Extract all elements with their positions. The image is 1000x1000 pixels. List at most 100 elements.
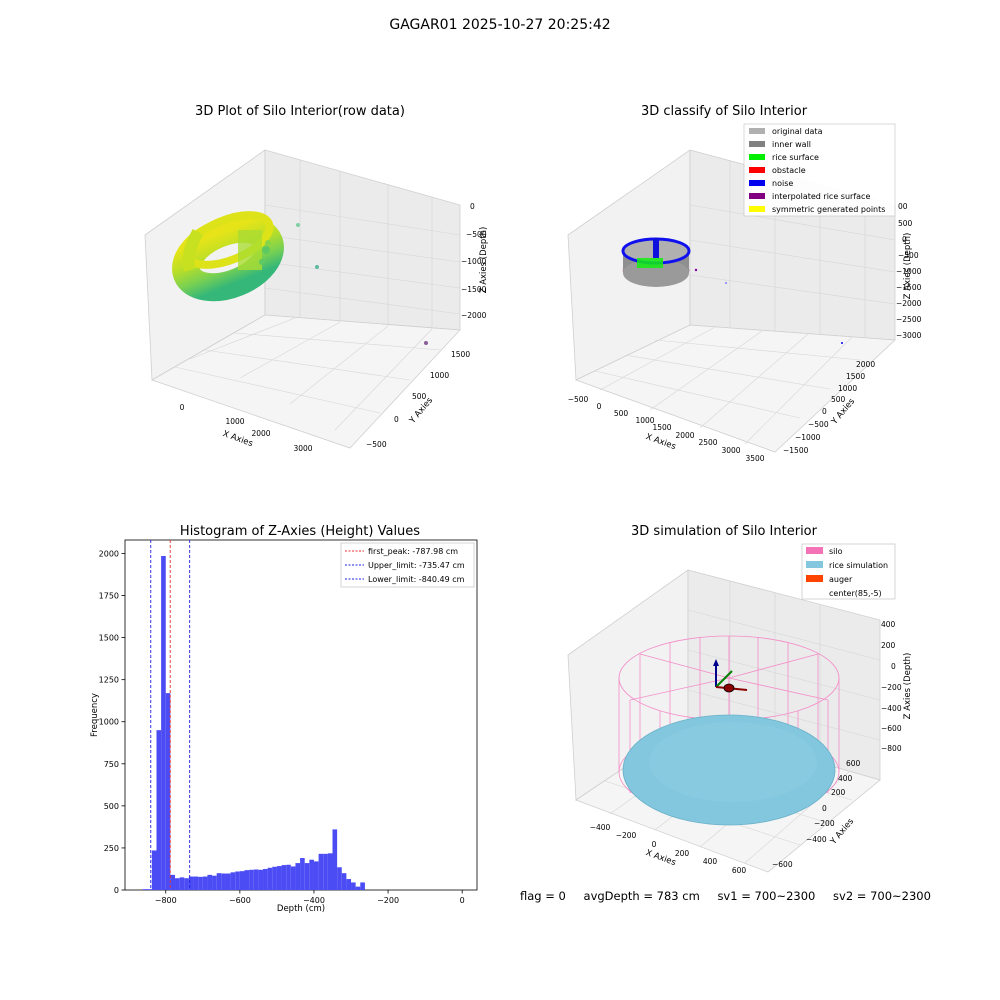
p4-ytick-6: 600 (846, 759, 861, 768)
legend-label-lower: Lower_limit: -840.49 cm (368, 575, 465, 584)
p4-ytick-2: −200 (814, 819, 835, 828)
hist-ytick-label: 500 (104, 802, 119, 811)
p2-ztick-1: 0 (902, 235, 907, 244)
legend-swatch-interpolated (749, 193, 765, 199)
p2-xtick-7: 3000 (721, 446, 740, 455)
hist-plot-area (124, 539, 478, 891)
hist-bar (142, 889, 148, 890)
hist-bar (198, 876, 203, 890)
hist-bar (253, 869, 259, 890)
legend-swatch-original-data (749, 128, 765, 134)
hist-ytick-label: 250 (104, 844, 119, 853)
p4-ytick-3: 0 (822, 804, 827, 813)
hist-ytick-label: 1000 (99, 718, 119, 727)
hist-xticks: −800 −600 −400 −200 0 (155, 890, 465, 905)
hist-ytick-label: 1500 (99, 634, 119, 643)
hist-bar (304, 863, 310, 890)
panel4-legend: silo rice simulation auger center(85,-5) (801, 543, 896, 600)
p1-xtick-2: 2000 (251, 429, 270, 438)
p2-xtick-3: 1000 (635, 416, 654, 425)
p2-zlabel: Z Axies (Depth) (903, 233, 913, 300)
sv1-text: sv1 = 700~2300 (717, 889, 816, 903)
p1-ztick-2: −1000 (461, 257, 487, 266)
hist-bar (179, 877, 185, 890)
p2-ytick-0: −1500 (783, 446, 809, 455)
hist-bar (355, 886, 361, 890)
p4-ytick-4: 200 (831, 788, 846, 797)
hist-bar (170, 874, 176, 890)
hist-bar (230, 872, 236, 890)
p4-ztick-2: 0 (891, 662, 896, 671)
avg-depth-text: avgDepth = 783 cm (583, 889, 700, 903)
hist-bar (309, 859, 314, 890)
legend-label-interpolated: interpolated rice surface (772, 192, 870, 201)
p2-xtick-1: 0 (597, 402, 602, 411)
hist-bar (193, 876, 199, 890)
status-footer: flag = 0 avgDepth = 783 cm sv1 = 700~230… (520, 889, 945, 903)
p2-ytick-2: −500 (808, 420, 829, 429)
legend-label-inner-wall: inner wall (772, 140, 811, 149)
p2-ztick-2: −500 (898, 251, 919, 260)
p1-ytick-1: 0 (394, 415, 399, 424)
p1-ztick-4: −2000 (461, 311, 487, 320)
hist-legend: first_peak: -787.98 cm Upper_limit: -735… (340, 542, 475, 588)
hist-bar (244, 870, 250, 890)
p2-ytick-6: 1500 (846, 372, 865, 381)
p1-xtick-0: 0 (180, 403, 185, 412)
hist-bar (235, 871, 240, 890)
hist-bar (202, 876, 208, 890)
legend-label-rice: rice simulation (829, 561, 888, 570)
sv2-text: sv2 = 700~2300 (833, 889, 931, 903)
legend-label-upper: Upper_limit: -735.47 cm (368, 561, 465, 570)
hist-ytick-label: 750 (104, 760, 119, 769)
p1-ytick-0: −500 (366, 440, 387, 449)
p2-ztick-0: 500 (898, 219, 913, 228)
legend-label-center: center(85,-5) (829, 589, 882, 598)
legend-label-noise: noise (772, 179, 793, 188)
histogram-chart: −800 −600 −400 −200 0 0 250 500 750 1000 1250 1500… (90, 539, 478, 914)
hist-bar (184, 878, 189, 890)
legend-swatch-silo (806, 547, 823, 554)
p1-xtick-3: 3000 (293, 444, 312, 453)
p4-ztick-1: 200 (881, 641, 896, 650)
p4-ztick-4: −400 (881, 704, 902, 713)
p2-ztick-5: −2000 (896, 299, 922, 308)
legend-label-symmetric: symmetric generated points (772, 205, 885, 214)
legend-swatch-obstacle (749, 167, 765, 173)
hist-bar (207, 874, 213, 890)
p1-zlabel: Z Axies (Depth) (479, 227, 489, 294)
hist-bar (272, 866, 277, 890)
hist-bar (267, 867, 273, 890)
hist-bar (151, 850, 157, 890)
hist-xtick-label: −600 (229, 896, 251, 905)
hist-bar (216, 873, 222, 890)
p2-xtick-4: 1500 (652, 423, 671, 432)
hist-bar (276, 866, 282, 890)
hist-bar (188, 876, 194, 890)
hist-bar (156, 730, 162, 890)
hist-yticks: 0 250 500 750 1000 1250 1500 1750 2000 (99, 549, 125, 895)
legend-swatch-rice-surface (749, 154, 765, 160)
p2-xtick-2: 500 (614, 409, 629, 418)
panel2-3d-plot: original data inner wall rice surface ob… (567, 123, 922, 463)
hist-vlines (150, 540, 191, 890)
p4-xtick-1: −200 (616, 831, 637, 840)
hist-bar (313, 861, 319, 890)
panel1-3d-plot: 0 1000 2000 3000 −500 0 500 1000 1500 0 … (144, 149, 489, 453)
hist-bar (165, 693, 171, 890)
hist-xtick-label: −800 (155, 896, 177, 905)
p2-ytick-5: 1000 (838, 384, 857, 393)
legend-label-original-data: original data (772, 127, 823, 136)
hist-bar (212, 875, 217, 890)
hist-bar (337, 867, 342, 890)
rice-surface (622, 714, 836, 826)
hist-ytick-label: 1250 (99, 676, 119, 685)
panel1-back-pane (264, 149, 461, 331)
hist-bar (323, 853, 328, 890)
hist-bar (286, 864, 291, 890)
legend-swatch-auger (806, 575, 823, 582)
hist-bar (263, 868, 268, 890)
p4-zlabel: Z Axies (Depth) (903, 653, 913, 720)
hist-bar (295, 863, 301, 890)
panel1-point-cloud (172, 211, 428, 345)
